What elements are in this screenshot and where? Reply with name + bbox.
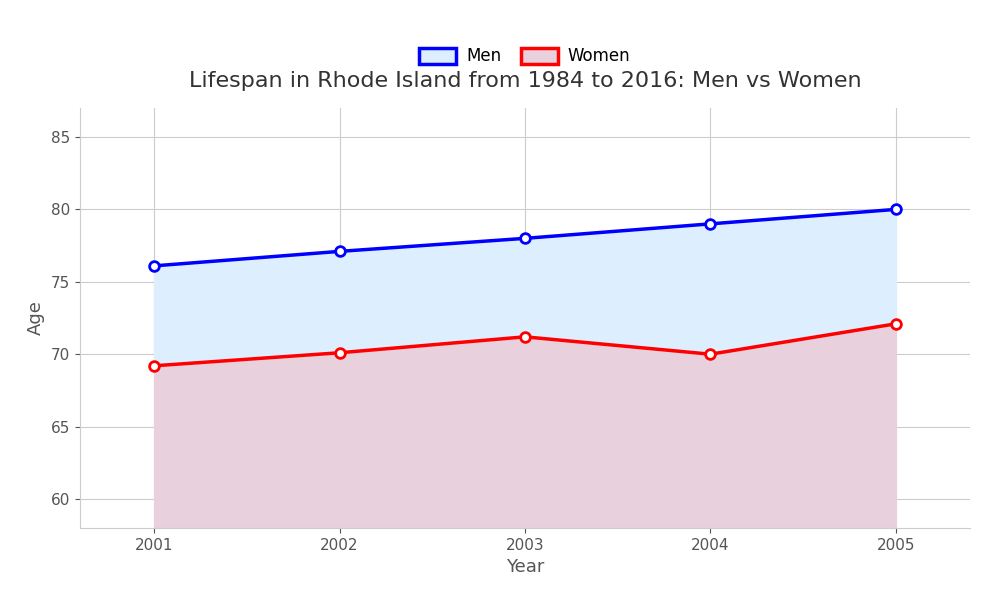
Title: Lifespan in Rhode Island from 1984 to 2016: Men vs Women: Lifespan in Rhode Island from 1984 to 20… <box>189 71 861 91</box>
Legend: Men, Women: Men, Women <box>413 41 637 72</box>
X-axis label: Year: Year <box>506 558 544 576</box>
Y-axis label: Age: Age <box>27 301 45 335</box>
